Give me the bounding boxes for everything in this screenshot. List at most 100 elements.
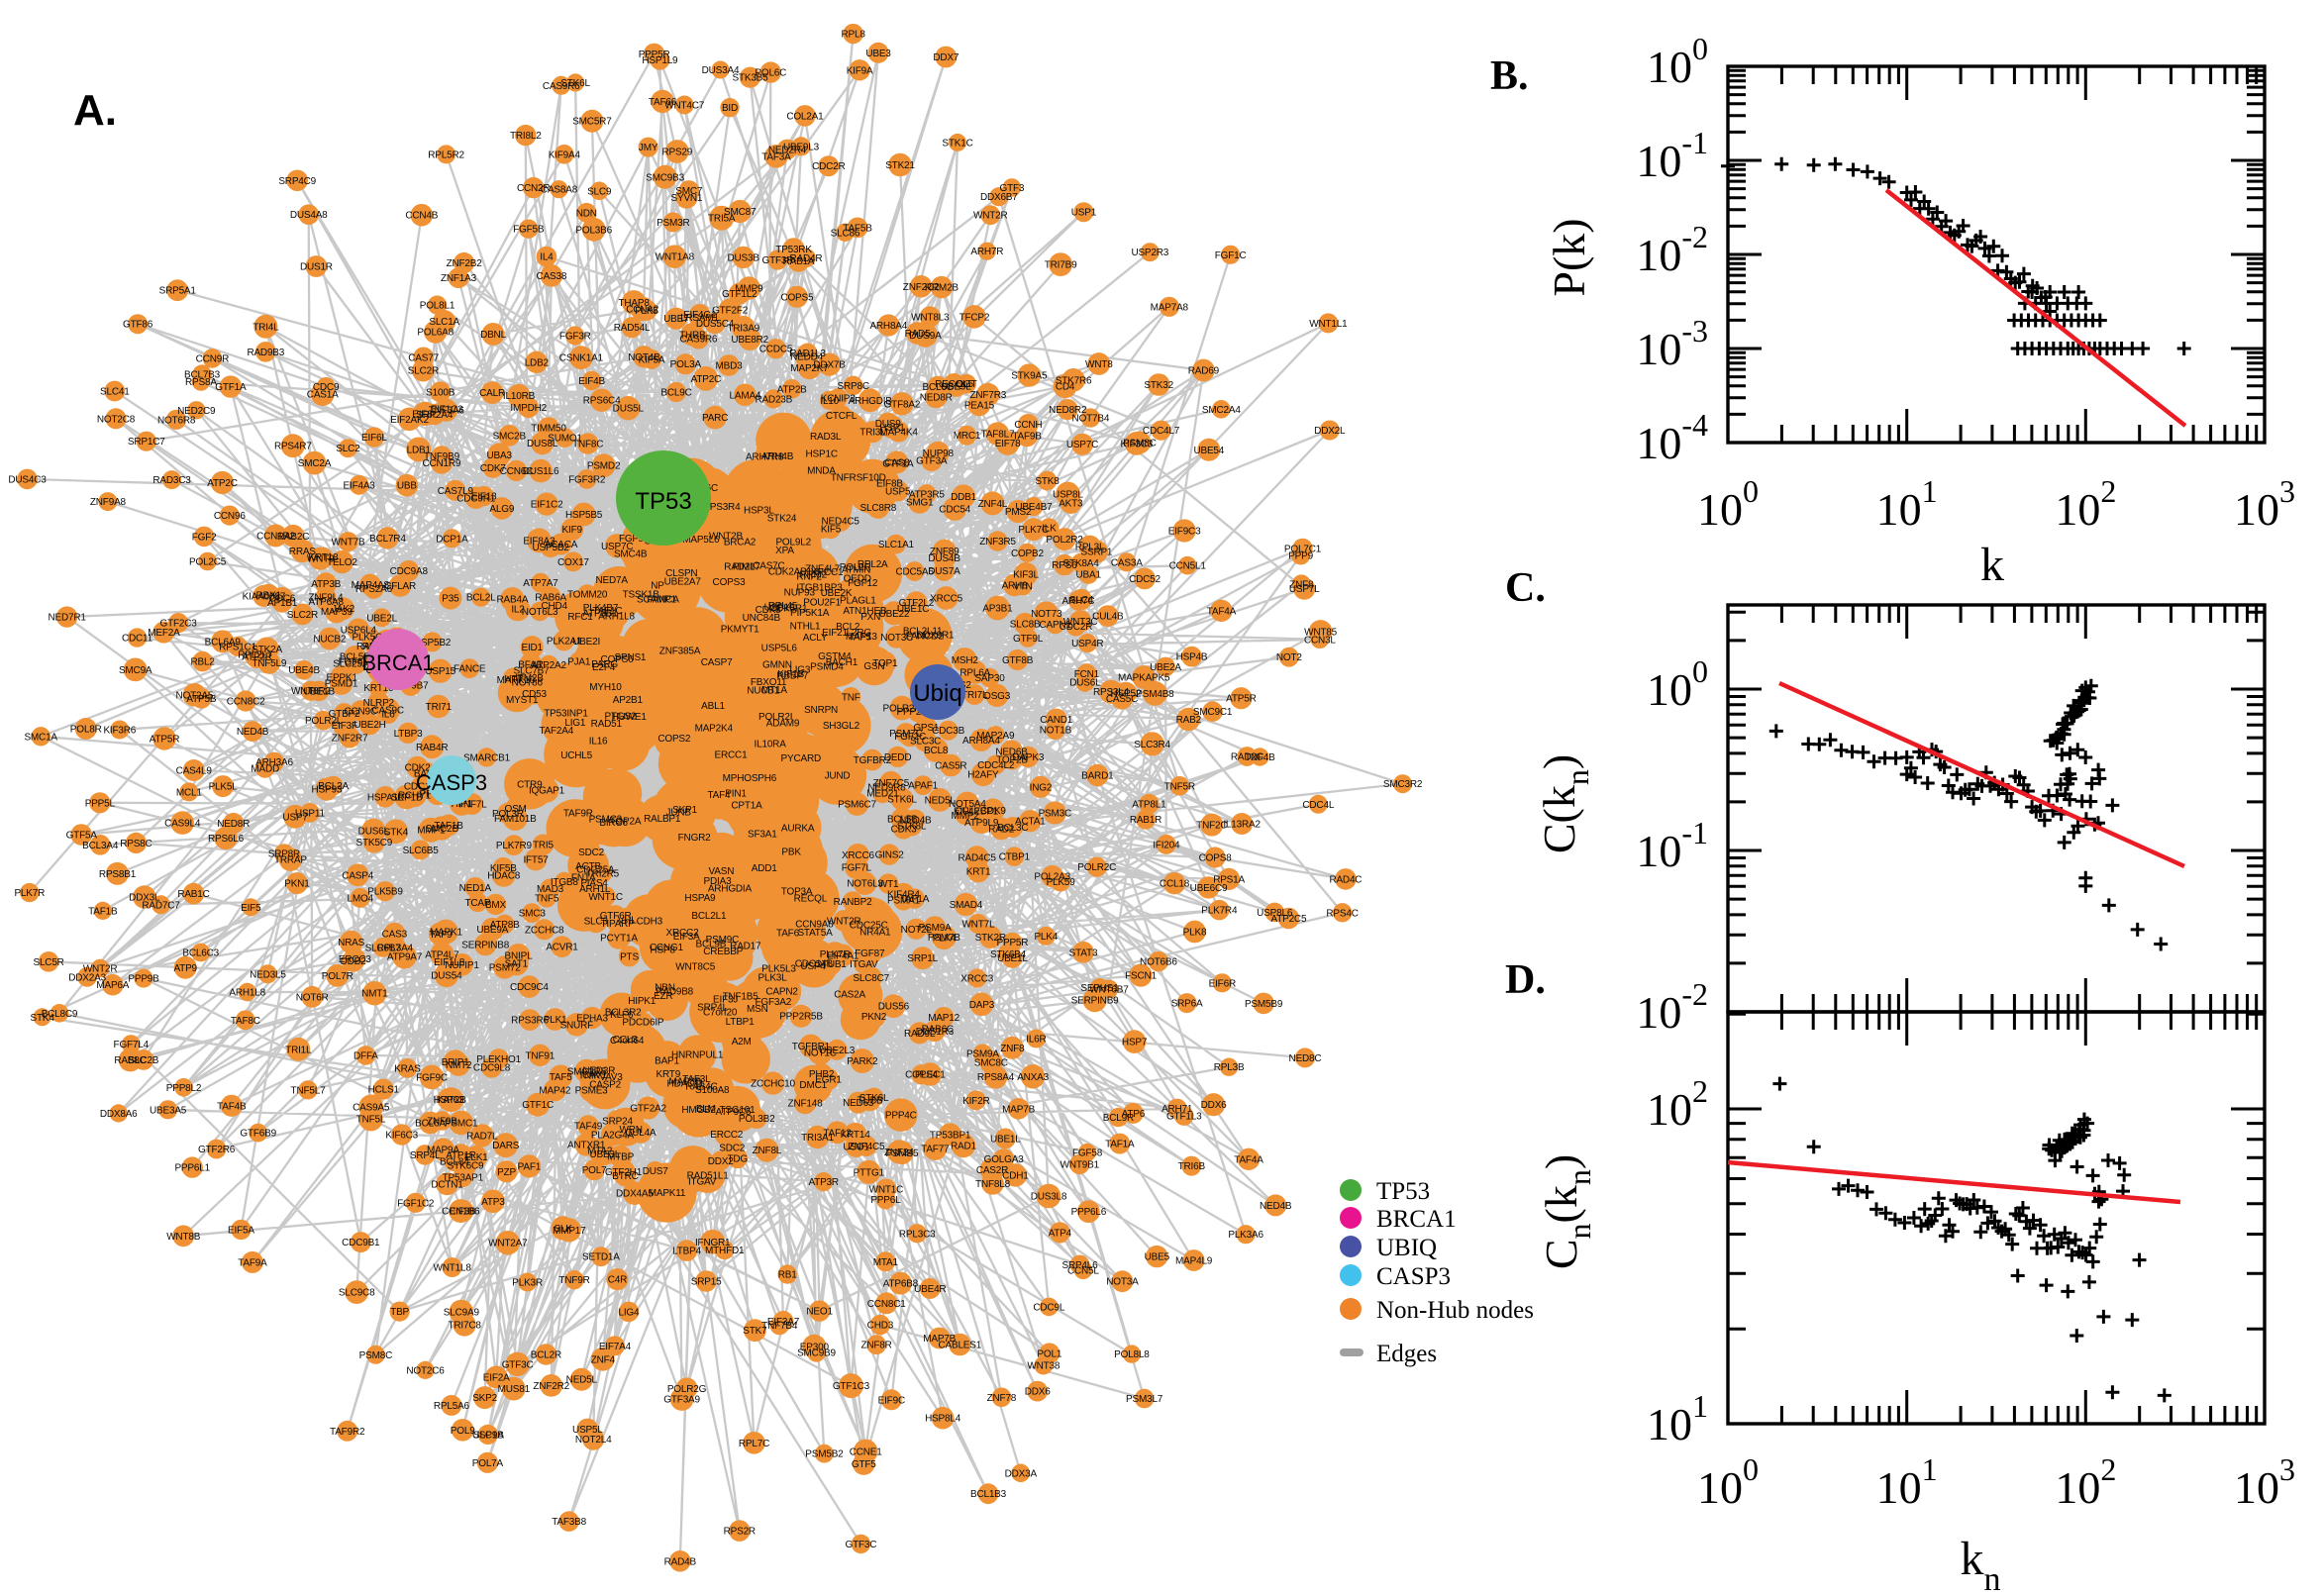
svg-text:POL8L1: POL8L1 — [420, 301, 455, 312]
svg-text:PPP6L6: PPP6L6 — [1071, 1207, 1107, 1218]
svg-text:KIF3R6: KIF3R6 — [103, 726, 136, 737]
svg-text:CDC4L: CDC4L — [1302, 800, 1334, 811]
svg-text:ATP3R: ATP3R — [808, 1177, 839, 1188]
svg-text:HIPK1: HIPK1 — [628, 996, 656, 1007]
svg-text:COPS5: COPS5 — [780, 292, 814, 303]
svg-text:SMC3: SMC3 — [519, 909, 547, 920]
svg-text:ATP9: ATP9 — [173, 963, 197, 974]
svg-text:SLC2R: SLC2R — [287, 610, 318, 621]
svg-text:GTF9L: GTF9L — [1013, 634, 1044, 645]
svg-text:POL3B2: POL3B2 — [739, 1114, 775, 1125]
svg-text:WNT2R: WNT2R — [973, 211, 1008, 222]
svg-text:CDC5A6: CDC5A6 — [895, 567, 934, 578]
svg-text:PYCARD: PYCARD — [781, 753, 821, 764]
svg-text:TP53INP1: TP53INP1 — [544, 709, 588, 720]
svg-text:SLC9: SLC9 — [587, 186, 612, 197]
svg-text:ARH1L8: ARH1L8 — [598, 611, 635, 622]
svg-text:CCN8C1: CCN8C1 — [867, 1299, 906, 1310]
svg-text:WNT8C5: WNT8C5 — [675, 961, 716, 972]
svg-text:RPS29: RPS29 — [661, 148, 692, 158]
svg-text:RAB8C: RAB8C — [114, 1055, 146, 1066]
svg-text:RPL3C3: RPL3C3 — [899, 1229, 936, 1240]
svg-text:RAB6A: RAB6A — [535, 593, 566, 604]
svg-text:NOT6B6: NOT6B6 — [1140, 957, 1177, 968]
svg-text:TAF49: TAF49 — [574, 1122, 603, 1133]
svg-text:TRI71: TRI71 — [426, 702, 453, 713]
svg-text:DUS56: DUS56 — [878, 1002, 910, 1013]
svg-text:DUS1R: DUS1R — [300, 262, 333, 273]
svg-text:SLC6B5: SLC6B5 — [403, 846, 440, 856]
svg-text:WNT9: WNT9 — [307, 554, 335, 565]
svg-text:PLEC1: PLEC1 — [915, 1070, 946, 1081]
svg-text:DUS3L8: DUS3L8 — [1031, 1192, 1067, 1203]
svg-text:SLC2: SLC2 — [336, 444, 360, 454]
svg-text:FGF3R: FGF3R — [559, 332, 591, 343]
svg-text:TAF2A4: TAF2A4 — [539, 726, 573, 737]
svg-text:FGF3A2: FGF3A2 — [756, 997, 792, 1008]
svg-text:TAF8C: TAF8C — [231, 1016, 260, 1027]
svg-text:BCL3A4: BCL3A4 — [82, 841, 119, 851]
svg-text:SLC3R4: SLC3R4 — [1134, 740, 1170, 750]
svg-text:CAS5R: CAS5R — [935, 761, 966, 772]
svg-text:RAD9B8: RAD9B8 — [656, 987, 693, 998]
svg-text:RPS3L4: RPS3L4 — [1093, 687, 1130, 698]
svg-text:IFI204: IFI204 — [1153, 840, 1180, 850]
svg-text:GTF2A2: GTF2A2 — [630, 1104, 666, 1115]
svg-text:UNC84B: UNC84B — [743, 613, 781, 624]
svg-text:GTF5: GTF5 — [852, 1459, 876, 1470]
svg-text:CDC11: CDC11 — [122, 634, 153, 645]
svg-text:POL3A: POL3A — [670, 359, 702, 370]
svg-text:ZNF4: ZNF4 — [591, 1354, 616, 1365]
svg-text:BMX: BMX — [485, 900, 507, 911]
svg-text:NED1A: NED1A — [459, 883, 492, 894]
svg-text:WNT7L: WNT7L — [961, 920, 995, 931]
svg-text:C4R: C4R — [608, 1275, 627, 1286]
svg-text:SMC3R2: SMC3R2 — [1383, 779, 1423, 790]
svg-text:MAP7A8: MAP7A8 — [1151, 302, 1189, 313]
svg-text:SLC1A1: SLC1A1 — [878, 540, 915, 550]
svg-text:CDC3B: CDC3B — [932, 726, 964, 737]
svg-text:BCL6A: BCL6A — [415, 1119, 446, 1130]
svg-text:NED3L5: NED3L5 — [250, 969, 286, 980]
svg-text:SLC7B7: SLC7B7 — [513, 666, 550, 677]
svg-text:ZNF148: ZNF148 — [788, 1098, 824, 1109]
svg-text:PLK8: PLK8 — [1183, 928, 1207, 939]
svg-text:KIF4R4: KIF4R4 — [887, 889, 920, 900]
svg-text:DDX6: DDX6 — [1201, 1100, 1228, 1111]
svg-text:RPL5A6: RPL5A6 — [434, 1401, 470, 1412]
svg-text:FGF7L: FGF7L — [842, 863, 872, 874]
svg-text:USP4R: USP4R — [1071, 639, 1103, 649]
svg-text:TRI8L2: TRI8L2 — [510, 131, 542, 142]
svg-text:ZCCHC10: ZCCHC10 — [751, 1079, 795, 1090]
svg-text:DUS3A4: DUS3A4 — [702, 65, 740, 76]
svg-text:GTF8A2: GTF8A2 — [884, 399, 921, 410]
svg-text:BCL84: BCL84 — [440, 1156, 469, 1167]
svg-text:CCN4B: CCN4B — [405, 211, 438, 222]
svg-text:NOT1C: NOT1C — [804, 1048, 837, 1059]
svg-text:WNT8L3: WNT8L3 — [911, 312, 950, 323]
svg-text:STK21: STK21 — [885, 160, 915, 171]
svg-text:STK4: STK4 — [30, 1013, 54, 1024]
svg-text:POL2C5: POL2C5 — [189, 557, 227, 568]
svg-text:RAD2L7: RAD2L7 — [724, 562, 760, 573]
svg-text:BARD1: BARD1 — [1081, 771, 1114, 782]
svg-text:KIF9A: KIF9A — [847, 65, 873, 76]
svg-text:LTBP3: LTBP3 — [394, 729, 423, 740]
svg-text:CCL18: CCL18 — [1160, 879, 1190, 890]
svg-text:ZNF8R: ZNF8R — [860, 1341, 891, 1351]
svg-text:DFFA: DFFA — [354, 1051, 378, 1062]
svg-text:UBE9A: UBE9A — [476, 925, 508, 936]
svg-text:MNDA: MNDA — [807, 466, 836, 477]
svg-text:CSNK1A1: CSNK1A1 — [559, 353, 604, 364]
svg-text:SMAD4: SMAD4 — [950, 900, 983, 911]
svg-text:PLK4: PLK4 — [1034, 932, 1058, 943]
svg-text:CDC9L8: CDC9L8 — [473, 1063, 511, 1074]
svg-text:WNT8R2: WNT8R2 — [291, 686, 332, 697]
svg-text:UBIQ: UBIQ — [1376, 1235, 1437, 1261]
svg-text:TNF9B9: TNF9B9 — [424, 451, 460, 462]
svg-text:POL7A: POL7A — [472, 1458, 504, 1469]
svg-text:EIF7A4: EIF7A4 — [599, 1342, 632, 1352]
svg-text:USP7C: USP7C — [1066, 440, 1098, 450]
svg-text:UBE3L: UBE3L — [589, 1149, 620, 1160]
svg-text:GTF1L2: GTF1L2 — [722, 289, 758, 300]
